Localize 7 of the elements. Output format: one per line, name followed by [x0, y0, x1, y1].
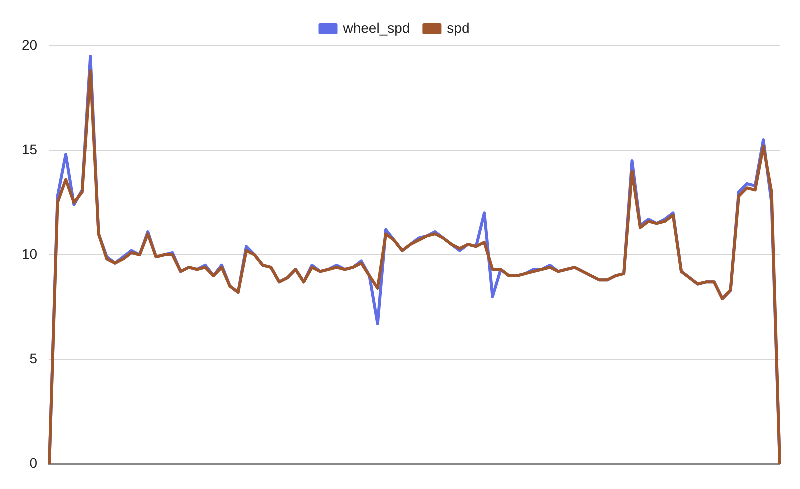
y-tick-label: 5 — [30, 350, 38, 366]
legend-label: wheel_spd — [342, 20, 410, 36]
legend-label: spd — [447, 20, 470, 36]
y-tick-label: 20 — [22, 36, 38, 53]
y-tick-label: 10 — [22, 246, 38, 262]
y-tick-label: 15 — [22, 141, 38, 158]
y-tick-label: 0 — [30, 454, 38, 471]
